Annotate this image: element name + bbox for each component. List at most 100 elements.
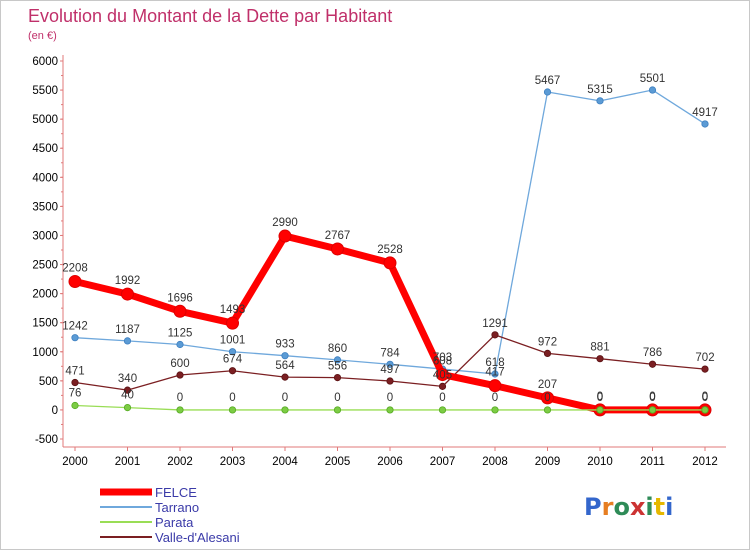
data-point xyxy=(331,242,344,256)
data-label-felce: 0 xyxy=(597,391,603,403)
legend-label: Parata xyxy=(155,515,194,530)
data-label-felce: 207 xyxy=(538,379,557,391)
y-tick-labels: -500 0 500 1000 1500 2000 2500 3000 3500 4000 4500… xyxy=(32,56,58,446)
data-label-felce: 417 xyxy=(485,367,504,379)
x-tick-label: 2002 xyxy=(167,456,193,468)
data-point xyxy=(228,348,237,356)
data-label-tarrano: 1187 xyxy=(115,324,140,336)
data-point xyxy=(228,406,237,414)
data-point xyxy=(543,349,552,357)
series-tarrano xyxy=(71,86,709,378)
proxiti-logo: Proxiti xyxy=(584,493,673,521)
data-label-valle-d-alesani: 497 xyxy=(380,364,399,376)
legend-item-parata: Parata xyxy=(100,515,194,530)
chart-subtitle: (en €) xyxy=(28,30,57,42)
logo-letter: i xyxy=(665,493,673,521)
y-tick-label: 500 xyxy=(39,376,58,388)
y-tick-label: 1500 xyxy=(32,318,58,330)
data-label-tarrano: 5315 xyxy=(587,84,613,96)
data-label-tarrano: 703 xyxy=(433,352,452,364)
data-point xyxy=(543,406,552,414)
legend-label: Valle-d'Alesani xyxy=(155,530,240,545)
data-point xyxy=(333,406,342,414)
data-point xyxy=(386,406,394,414)
data-label-parata: 76 xyxy=(69,388,82,400)
data-label-parata: 40 xyxy=(121,390,134,402)
y-tick-label: 6000 xyxy=(32,56,58,68)
data-label-tarrano: 5467 xyxy=(535,75,561,87)
data-point xyxy=(71,401,79,410)
x-tick-label: 2001 xyxy=(115,456,141,468)
x-tick-label: 2012 xyxy=(692,456,718,468)
x-tick-label: 2007 xyxy=(430,456,456,468)
y-tick-label: 3000 xyxy=(32,230,58,242)
x-tick-label: 2004 xyxy=(272,456,298,468)
data-point xyxy=(488,379,502,393)
data-point xyxy=(436,368,449,382)
data-point xyxy=(491,370,499,378)
data-point xyxy=(648,406,657,414)
y-tick-label: 3500 xyxy=(32,201,58,213)
data-point xyxy=(386,377,394,385)
x-tick-label: 2010 xyxy=(587,456,613,468)
data-point xyxy=(596,406,604,414)
data-point xyxy=(281,352,289,360)
data-point xyxy=(438,382,447,390)
data-label-valle-d-alesani: 1291 xyxy=(482,318,508,330)
data-label-parata: 0 xyxy=(597,392,603,404)
data-label-felce: 1992 xyxy=(115,275,141,287)
data-point xyxy=(491,331,499,339)
series-felce xyxy=(68,229,712,417)
data-label-felce: 2528 xyxy=(377,244,403,256)
x-tick-label: 2005 xyxy=(325,456,351,468)
chart-title: Evolution du Montant de la Dette par Hab… xyxy=(28,6,393,26)
data-point xyxy=(281,406,289,414)
data-point xyxy=(386,360,394,368)
logo-letter: r xyxy=(602,493,614,521)
data-point xyxy=(648,86,657,94)
data-label-valle-d-alesani: 405 xyxy=(433,369,452,381)
data-point xyxy=(176,340,184,349)
data-label-tarrano: 1242 xyxy=(62,321,88,333)
y-tick-label: 4000 xyxy=(32,172,58,184)
axes xyxy=(60,55,726,451)
data-point xyxy=(173,304,187,318)
data-label-tarrano: 1125 xyxy=(168,328,193,340)
data-label-tarrano: 618 xyxy=(485,357,504,369)
data-label-parata: 0 xyxy=(229,392,235,404)
data-point xyxy=(543,88,552,96)
data-label-parata: 0 xyxy=(334,392,340,404)
data-point xyxy=(228,367,237,375)
data-label-parata: 0 xyxy=(282,392,288,404)
y-tick-label: 2500 xyxy=(32,260,58,272)
data-label-valle-d-alesani: 600 xyxy=(170,358,189,370)
data-point xyxy=(648,360,657,368)
logo-letter: P xyxy=(584,493,602,521)
data-label-valle-d-alesani: 471 xyxy=(65,366,84,378)
legend-label: Tarrano xyxy=(155,500,199,515)
data-label-parata: 0 xyxy=(177,392,183,404)
data-point xyxy=(278,229,292,243)
x-tick-label: 2009 xyxy=(535,456,561,468)
data-label-valle-d-alesani: 972 xyxy=(538,336,557,348)
x-tick-label: 2011 xyxy=(640,456,665,468)
y-tick-label: 2000 xyxy=(32,289,58,301)
data-label-felce: 2767 xyxy=(325,230,351,242)
x-tick-label: 2000 xyxy=(62,456,88,468)
logo-letter: o xyxy=(613,493,630,521)
data-label-felce: 1493 xyxy=(220,304,246,316)
logo-letter: i xyxy=(645,493,653,521)
data-point xyxy=(176,371,184,379)
data-label-valle-d-alesani: 881 xyxy=(590,342,609,354)
data-label-parata: 0 xyxy=(702,392,708,404)
data-label-felce: 0 xyxy=(702,391,708,403)
series-layer xyxy=(68,86,712,417)
data-label-felce: 608 xyxy=(433,356,452,368)
data-point xyxy=(491,406,499,414)
y-tick-label: 5500 xyxy=(32,85,58,97)
data-label-tarrano: 4917 xyxy=(692,107,718,119)
data-label-felce: 0 xyxy=(649,391,655,403)
data-point xyxy=(541,391,554,405)
